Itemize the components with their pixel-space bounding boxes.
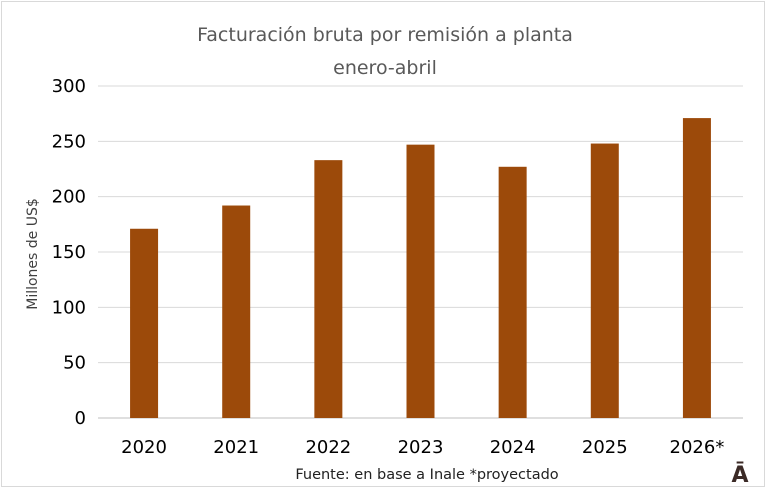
- bar-2021: [222, 205, 251, 418]
- y-tick-label: 200: [52, 187, 86, 208]
- bar-2026-projected: [682, 118, 711, 419]
- y-tick-label: 300: [52, 76, 86, 97]
- y-tick-label: 150: [52, 242, 86, 263]
- bars: [130, 118, 711, 419]
- x-tick-label: 2025: [582, 437, 628, 458]
- x-tick-label: 2022: [305, 437, 351, 458]
- bar-2022: [314, 160, 343, 418]
- source-note: Fuente: en base a Inale *proyectado: [295, 467, 558, 483]
- bar-2020: [130, 228, 159, 418]
- y-tick-label: 0: [75, 408, 86, 429]
- y-tick-label: 100: [52, 297, 86, 318]
- chart-subtitle: enero-abril: [333, 57, 437, 79]
- y-tick-labels: 0 50 100 150 200 250 300: [52, 76, 86, 429]
- y-tick-label: 250: [52, 131, 86, 152]
- x-tick-labels: 2020 2021 2022 2023 2024 2025 2026*: [121, 437, 724, 458]
- x-tick-label: 2021: [213, 437, 259, 458]
- y-tick-label: 50: [63, 353, 86, 374]
- brand-logo: Ā: [731, 462, 748, 488]
- y-axis-label: Millones de US$: [25, 198, 41, 310]
- x-tick-label: 2024: [490, 437, 536, 458]
- x-tick-label: 2026*: [670, 437, 725, 458]
- x-tick-label: 2023: [398, 437, 444, 458]
- bar-2025: [590, 143, 619, 418]
- chart-title: Facturación bruta por remisión a planta: [197, 24, 573, 46]
- x-tick-label: 2020: [121, 437, 167, 458]
- bar-2024: [498, 166, 527, 418]
- bar-2023: [406, 144, 435, 419]
